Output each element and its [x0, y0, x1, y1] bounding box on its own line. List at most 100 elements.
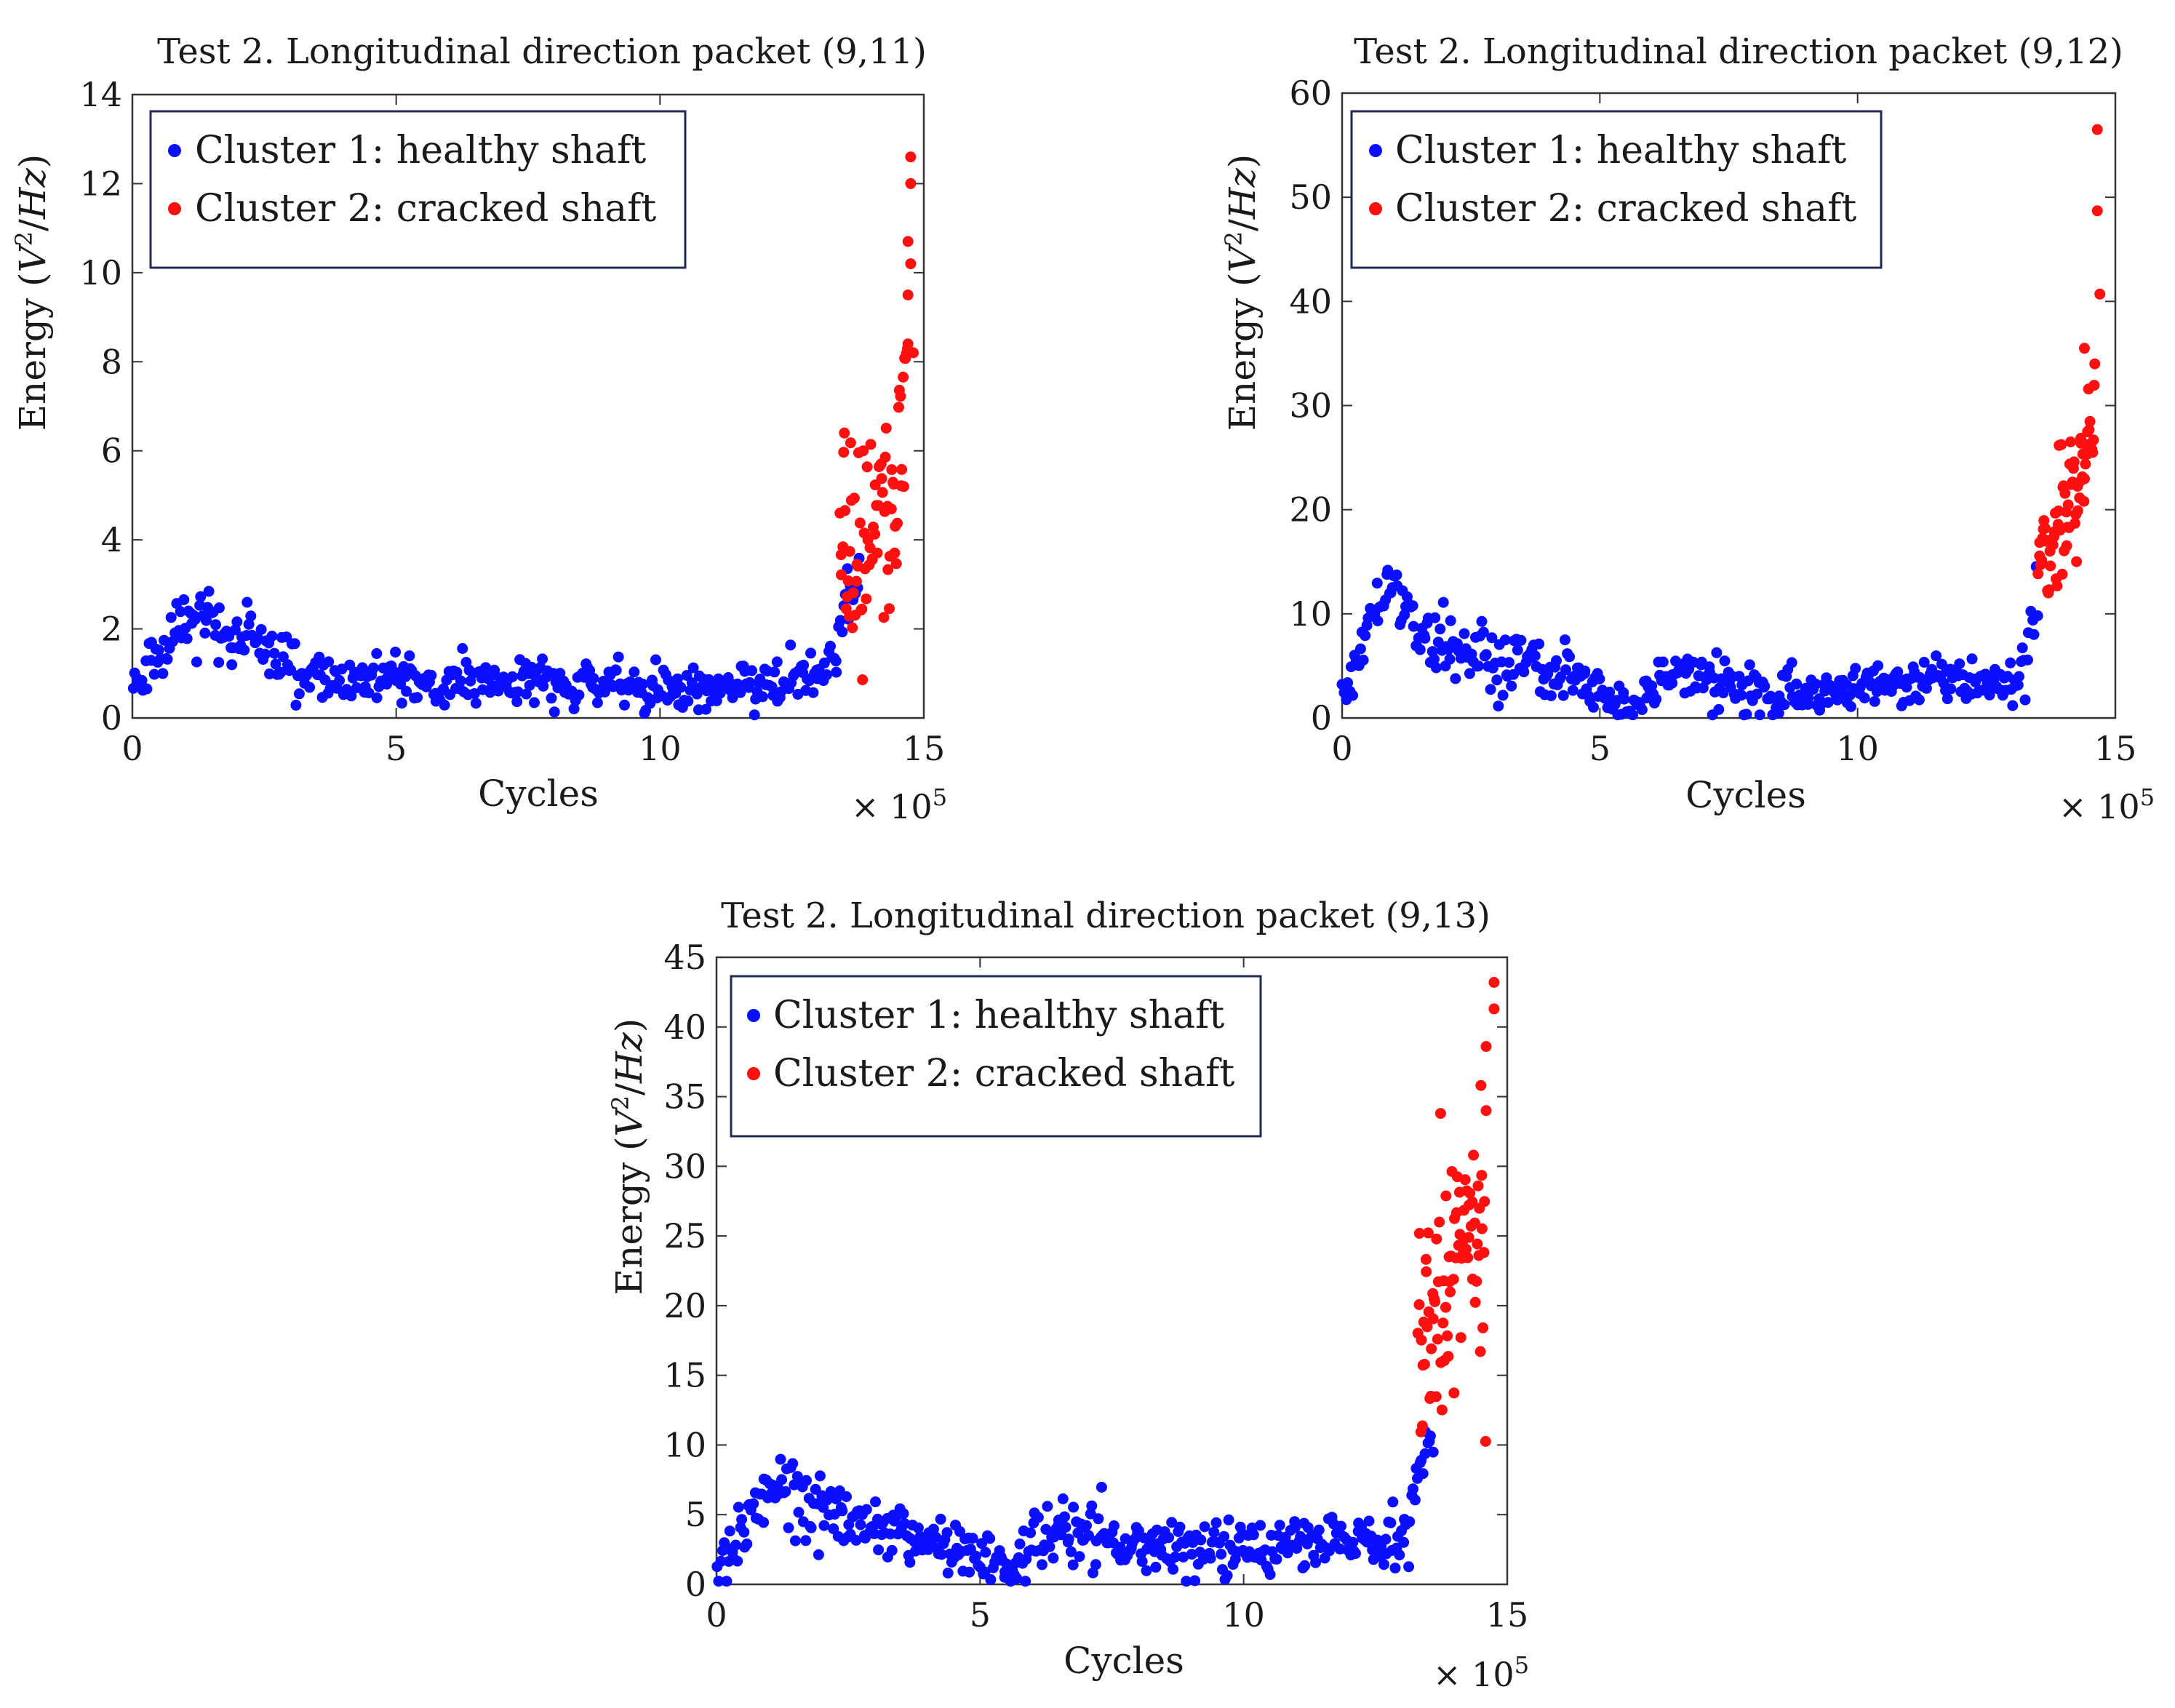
point-cluster2 — [1437, 1317, 1449, 1329]
point-cluster1 — [758, 1517, 770, 1528]
point-cluster1 — [1195, 1534, 1207, 1546]
point-cluster1 — [1476, 615, 1488, 627]
point-cluster1 — [1791, 678, 1803, 690]
point-cluster1 — [175, 606, 186, 618]
point-cluster1 — [1409, 1494, 1421, 1506]
point-cluster1 — [1189, 1575, 1201, 1587]
point-cluster1 — [507, 671, 518, 682]
legend-box — [730, 975, 1262, 1138]
point-cluster1 — [1657, 656, 1669, 668]
point-cluster1 — [1271, 1553, 1282, 1565]
plot-frame — [715, 956, 1509, 1586]
point-cluster2 — [1434, 1108, 1446, 1120]
point-cluster1 — [1579, 666, 1591, 677]
point-cluster1 — [671, 673, 683, 685]
point-cluster1 — [841, 1491, 852, 1502]
point-cluster2 — [1440, 1190, 1452, 1202]
point-cluster1 — [2005, 657, 2016, 669]
point-cluster1 — [927, 1523, 939, 1535]
point-cluster1 — [885, 1528, 896, 1540]
point-cluster2 — [1445, 1286, 1456, 1298]
point-cluster2 — [905, 258, 917, 270]
point-cluster1 — [159, 634, 169, 646]
point-cluster2 — [1480, 1105, 1492, 1117]
x-tick-label: 10 — [1222, 1595, 1265, 1635]
point-cluster1 — [1181, 1576, 1192, 1587]
point-cluster1 — [2022, 654, 2033, 666]
point-cluster2 — [2065, 436, 2077, 447]
x-tick-label: 15 — [1486, 1595, 1529, 1635]
point-cluster1 — [930, 1531, 942, 1543]
point-cluster1 — [1208, 1526, 1220, 1538]
point-cluster2 — [2088, 380, 2100, 391]
point-cluster1 — [1651, 693, 1662, 705]
chart-1-x-multiplier: × 105 — [851, 783, 947, 826]
point-cluster1 — [1810, 678, 1821, 690]
point-cluster1 — [912, 1522, 924, 1533]
point-cluster1 — [1264, 1569, 1276, 1580]
y-tick-label: 10 — [663, 1425, 706, 1464]
point-cluster1 — [837, 626, 848, 638]
point-cluster1 — [242, 596, 253, 608]
point-cluster1 — [898, 1508, 909, 1520]
point-cluster2 — [1422, 1227, 1434, 1239]
point-cluster1 — [1845, 701, 1856, 712]
x-tick-label: 0 — [706, 1595, 727, 1635]
point-cluster1 — [1166, 1517, 1178, 1528]
point-cluster2 — [2084, 415, 2096, 427]
point-cluster2 — [1432, 1333, 1443, 1345]
point-cluster1 — [203, 586, 215, 597]
point-cluster1 — [470, 698, 482, 709]
x-tick-label: 10 — [1836, 729, 1879, 768]
point-cluster1 — [289, 638, 300, 650]
y-tick-label: 30 — [663, 1146, 706, 1186]
point-cluster2 — [2087, 447, 2099, 458]
point-cluster1 — [757, 691, 768, 703]
point-cluster2 — [1416, 1420, 1428, 1432]
point-cluster1 — [195, 591, 207, 602]
point-cluster1 — [1186, 1549, 1197, 1560]
point-cluster1 — [1773, 707, 1784, 719]
point-cluster1 — [1803, 692, 1814, 703]
x-tick-label: 5 — [386, 729, 407, 768]
point-cluster2 — [2088, 434, 2099, 446]
point-cluster1 — [942, 1568, 954, 1579]
point-cluster2 — [2039, 522, 2051, 534]
point-cluster2 — [879, 451, 891, 463]
point-cluster2 — [1468, 1149, 1480, 1161]
y-tick-label: 15 — [663, 1356, 706, 1395]
point-cluster1 — [1445, 615, 1456, 626]
point-cluster1 — [1042, 1501, 1053, 1512]
point-cluster2 — [869, 528, 881, 540]
point-cluster1 — [1407, 600, 1418, 612]
point-cluster2 — [2068, 456, 2080, 468]
point-cluster1 — [245, 610, 257, 622]
point-cluster2 — [1413, 1299, 1425, 1310]
point-cluster2 — [1464, 1187, 1476, 1199]
point-cluster1 — [825, 640, 836, 652]
point-cluster1 — [1057, 1493, 1069, 1504]
point-cluster1 — [1667, 677, 1678, 689]
point-cluster1 — [1719, 655, 1731, 667]
point-cluster1 — [1389, 1563, 1401, 1574]
point-cluster1 — [1850, 663, 1861, 674]
point-cluster1 — [984, 1533, 996, 1544]
chart-2-xlabel: Cycles — [1685, 774, 1806, 816]
point-cluster2 — [2072, 505, 2083, 516]
point-cluster1 — [1419, 1448, 1431, 1459]
point-cluster1 — [1941, 693, 1953, 705]
point-cluster2 — [2061, 540, 2072, 551]
point-cluster1 — [807, 687, 819, 698]
point-cluster1 — [1444, 653, 1456, 665]
point-cluster2 — [1413, 1228, 1425, 1239]
point-cluster1 — [821, 669, 832, 681]
y-tick-label: 0 — [685, 1565, 706, 1604]
point-cluster2 — [1454, 1229, 1466, 1240]
chart-2-title: Test 2. Longitudinal direction packet (9… — [1354, 31, 2123, 72]
point-cluster1 — [814, 1470, 826, 1482]
point-cluster1 — [1429, 653, 1440, 665]
point-cluster2 — [1480, 1436, 1491, 1447]
point-cluster1 — [1408, 620, 1419, 632]
point-cluster1 — [1515, 634, 1527, 646]
point-cluster1 — [275, 666, 287, 678]
